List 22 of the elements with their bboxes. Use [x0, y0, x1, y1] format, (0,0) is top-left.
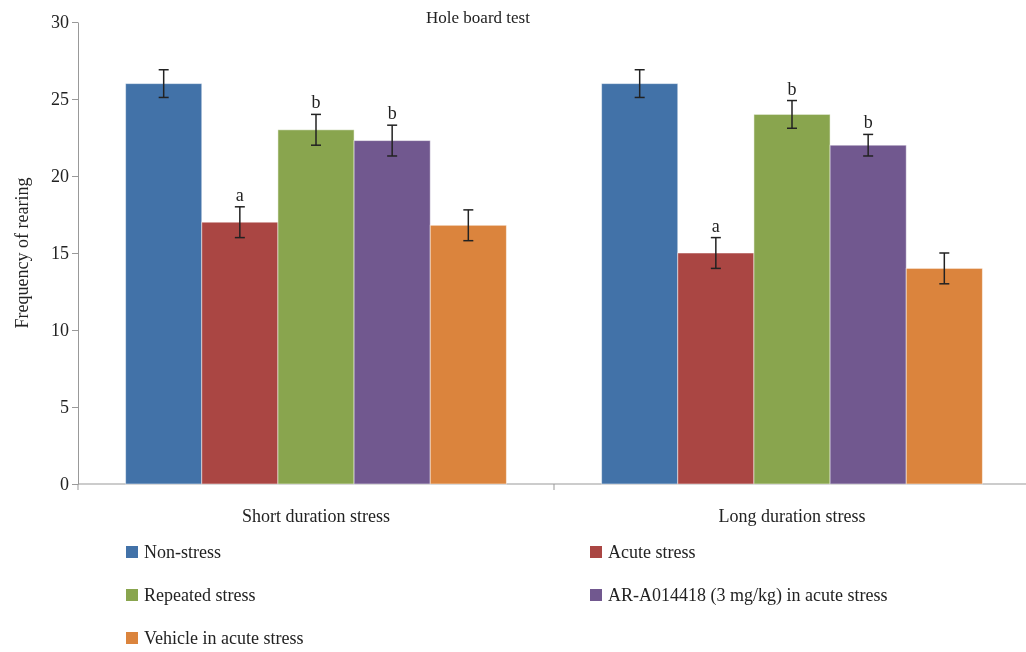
y-tick-label: 25: [51, 89, 69, 110]
data-label: a: [235, 184, 244, 205]
y-tick-label: 15: [51, 243, 69, 264]
chart-title: Hole board test: [426, 8, 531, 27]
y-tick-label: 30: [51, 12, 69, 33]
legend-label: Acute stress: [608, 542, 696, 562]
x-tick-label: Long duration stress: [718, 506, 866, 526]
x-tick-label: Short duration stress: [242, 506, 390, 526]
legend-label: Vehicle in acute stress: [144, 628, 304, 648]
y-tick-label: 0: [60, 474, 69, 495]
y-axis-title: Frequency of rearing: [12, 177, 32, 329]
data-label: b: [311, 92, 321, 113]
data-label: b: [863, 112, 873, 133]
y-tick-label: 10: [51, 320, 69, 341]
y-tick-label: 5: [60, 397, 69, 418]
legend-label: AR-A014418 (3 mg/kg) in acute stress: [608, 585, 888, 606]
y-tick-label: 20: [51, 166, 69, 187]
legend-label: Non-stress: [144, 542, 221, 562]
data-label: b: [787, 78, 797, 99]
legend-label: Repeated stress: [144, 585, 256, 605]
data-label: b: [387, 103, 397, 124]
data-label: a: [711, 215, 720, 236]
